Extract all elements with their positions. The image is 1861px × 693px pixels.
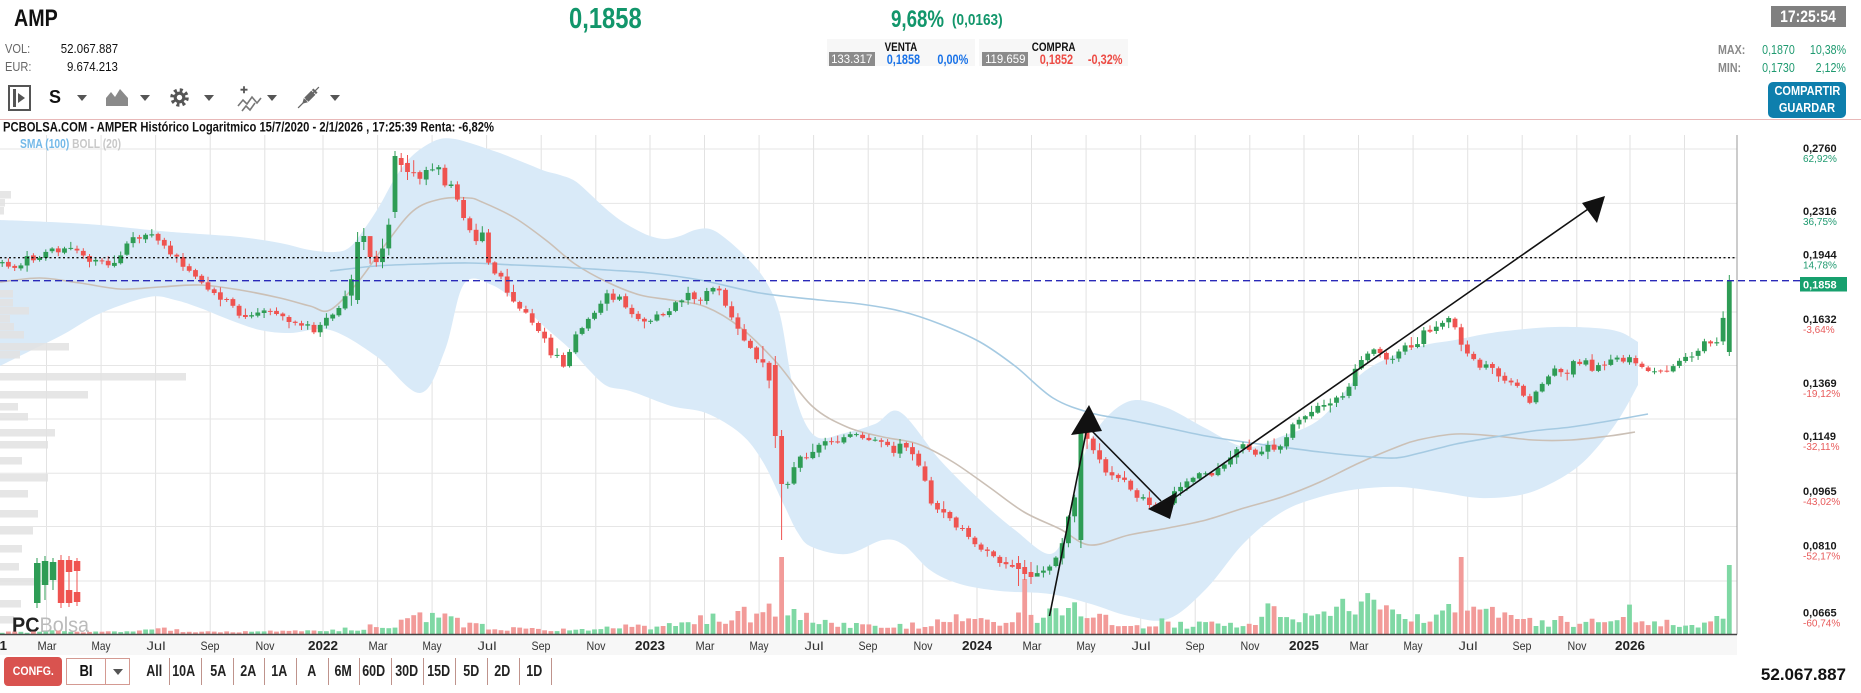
svg-text:Jul: Jul: [147, 639, 166, 653]
svg-text:0,1632: 0,1632: [1803, 314, 1837, 326]
svg-text:Nov: Nov: [587, 639, 606, 653]
svg-text:SMA (100) BOLL (20): SMA (100) BOLL (20): [20, 137, 121, 151]
svg-text:0,1944: 0,1944: [1803, 250, 1838, 262]
svg-text:-19,12%: -19,12%: [1803, 389, 1840, 400]
svg-text:Jul: Jul: [478, 639, 497, 653]
svg-text:14,78%: 14,78%: [1803, 261, 1837, 272]
svg-text:62,92%: 62,92%: [1803, 154, 1837, 165]
svg-text:May: May: [1077, 639, 1096, 653]
svg-text:0,0965: 0,0965: [1803, 486, 1837, 498]
svg-text:36,75%: 36,75%: [1803, 217, 1837, 228]
svg-text:PCBOLSA.COM - AMPER Histórico: PCBOLSA.COM - AMPER Histórico Logaritmic…: [3, 120, 494, 135]
svg-text:May: May: [423, 639, 442, 653]
svg-text:Nov: Nov: [1568, 639, 1587, 653]
svg-text:0,2760: 0,2760: [1803, 143, 1837, 155]
svg-text:2022: 2022: [308, 638, 338, 653]
svg-text:Jul: Jul: [1459, 639, 1478, 653]
svg-text:2023: 2023: [635, 638, 665, 653]
svg-text:Nov: Nov: [1241, 639, 1260, 653]
svg-text:Nov: Nov: [256, 639, 275, 653]
svg-text:Sep: Sep: [1186, 639, 1205, 653]
svg-text:0,0665: 0,0665: [1803, 608, 1837, 620]
svg-text:Sep: Sep: [859, 639, 878, 653]
svg-text:-52,17%: -52,17%: [1803, 552, 1840, 563]
svg-text:Sep: Sep: [201, 639, 220, 653]
svg-text:2026: 2026: [1615, 638, 1645, 653]
svg-text:2021: 2021: [0, 638, 7, 653]
svg-text:0,1858: 0,1858: [1803, 280, 1837, 292]
svg-text:PCBolsa: PCBolsa: [12, 614, 89, 637]
svg-text:Sep: Sep: [1513, 639, 1532, 653]
svg-text:0,0810: 0,0810: [1803, 541, 1837, 553]
svg-text:Jul: Jul: [805, 639, 824, 653]
svg-text:Sep: Sep: [532, 639, 551, 653]
svg-text:May: May: [92, 639, 111, 653]
svg-text:Mar: Mar: [38, 639, 57, 653]
svg-text:2025: 2025: [1289, 638, 1319, 653]
svg-text:-3,64%: -3,64%: [1803, 325, 1835, 336]
svg-text:-43,02%: -43,02%: [1803, 497, 1840, 508]
svg-text:May: May: [1404, 639, 1423, 653]
svg-text:Nov: Nov: [914, 639, 933, 653]
svg-text:0,2316: 0,2316: [1803, 206, 1837, 218]
svg-text:-32,11%: -32,11%: [1803, 442, 1840, 453]
svg-text:2024: 2024: [962, 638, 993, 653]
svg-text:Mar: Mar: [1350, 639, 1369, 653]
svg-text:May: May: [750, 639, 769, 653]
svg-text:Jul: Jul: [1132, 639, 1151, 653]
svg-text:0,1369: 0,1369: [1803, 378, 1837, 390]
svg-text:Mar: Mar: [369, 639, 388, 653]
svg-text:-60,74%: -60,74%: [1803, 619, 1840, 630]
svg-text:Mar: Mar: [1023, 639, 1042, 653]
svg-text:Mar: Mar: [696, 639, 715, 653]
svg-text:0,1149: 0,1149: [1803, 431, 1836, 443]
